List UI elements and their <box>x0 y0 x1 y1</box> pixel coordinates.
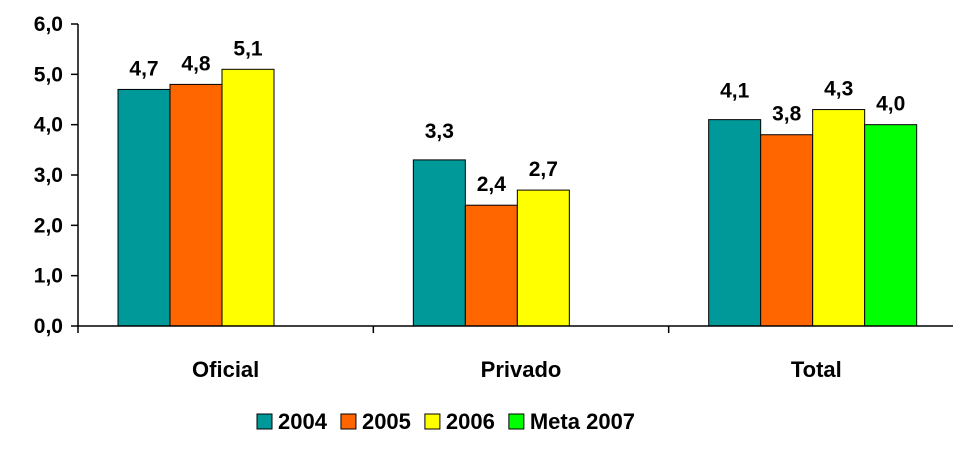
legend-label: 2006 <box>446 409 495 434</box>
y-tick-label: 2,0 <box>34 214 63 237</box>
bar <box>221 68 275 327</box>
data-label: 4,0 <box>876 93 905 116</box>
y-axis: 0,0 1,0 2,0 3,0 4,0 5,0 6,0 <box>34 13 79 338</box>
bar <box>117 88 171 327</box>
legend-swatch <box>508 413 525 430</box>
bar <box>812 109 866 327</box>
bar <box>412 159 466 327</box>
legend-label: 2004 <box>278 409 328 434</box>
data-label: 3,8 <box>772 103 802 126</box>
x-tick-label: Total <box>791 357 842 382</box>
y-tick-label: 0,0 <box>34 315 63 338</box>
data-label: 4,8 <box>181 52 211 75</box>
data-label: 2,4 <box>477 173 507 196</box>
legend: 2004 2005 2006 Meta 2007 <box>256 409 635 434</box>
legend-swatch <box>256 413 273 430</box>
bar <box>169 83 223 327</box>
legend-label: 2005 <box>362 409 411 434</box>
x-axis: Oficial Privado Total <box>77 325 953 382</box>
bar <box>760 134 814 327</box>
data-label: 2,7 <box>529 158 558 181</box>
y-tick-label: 4,0 <box>34 114 63 137</box>
plot-area: 4,7 4,8 5,1 3,3 2,4 2,7 4,1 3,8 4,3 4,0 <box>117 37 918 327</box>
legend-swatch <box>424 413 441 430</box>
data-label: 4,1 <box>720 80 750 103</box>
data-label: 4,3 <box>824 78 853 101</box>
legend-label: Meta 2007 <box>530 409 635 434</box>
x-tick-label: Oficial <box>192 357 259 382</box>
bar <box>708 119 762 327</box>
bar <box>864 124 918 327</box>
bar <box>516 189 570 327</box>
x-tick-label: Privado <box>481 357 562 382</box>
y-tick-label: 6,0 <box>34 13 63 36</box>
legend-swatch <box>340 413 357 430</box>
bar <box>464 204 518 327</box>
y-tick-label: 3,0 <box>34 164 63 187</box>
data-label: 4,7 <box>129 57 158 80</box>
data-label: 5,1 <box>233 37 263 60</box>
data-label: 3,3 <box>425 120 454 143</box>
y-tick-label: 5,0 <box>34 63 63 86</box>
y-tick-label: 1,0 <box>34 265 63 288</box>
